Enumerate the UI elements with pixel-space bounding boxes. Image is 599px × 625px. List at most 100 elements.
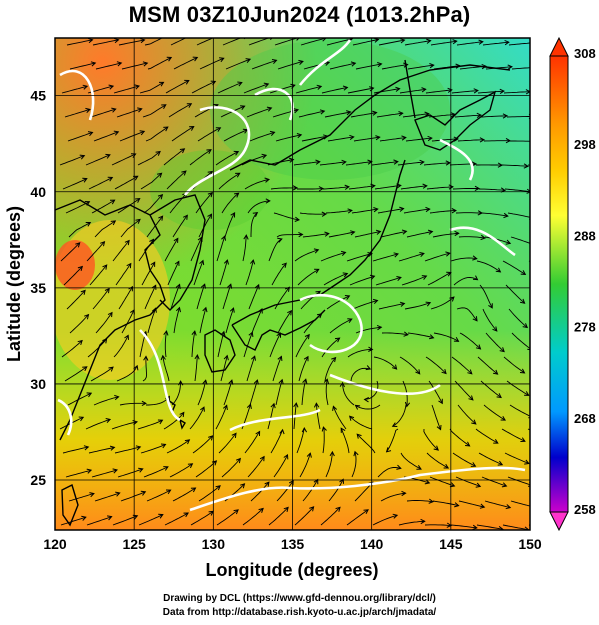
streamline-arrowhead: [158, 215, 164, 221]
streamline-arrowhead: [110, 220, 117, 226]
streamline: [479, 284, 493, 308]
streamline: [528, 524, 530, 526]
streamline: [169, 463, 193, 478]
streamline: [399, 88, 426, 94]
streamline-arrowhead: [250, 355, 256, 361]
streamline: [89, 264, 108, 286]
streamline: [140, 172, 162, 190]
streamline: [371, 161, 398, 166]
streamline: [222, 284, 232, 310]
streamline-arrowhead: [77, 339, 83, 346]
streamline-arrowhead: [107, 311, 113, 318]
streamline: [400, 452, 422, 470]
streamline: [346, 253, 373, 262]
streamline: [272, 356, 282, 382]
streamline: [322, 186, 349, 190]
streamline-arrowhead: [396, 183, 402, 189]
streamline: [353, 136, 380, 142]
streamline: [329, 318, 352, 334]
streamline: [326, 38, 353, 46]
streamline: [407, 332, 434, 339]
streamline: [197, 380, 207, 406]
x-axis-title: Longitude (degrees): [205, 560, 378, 580]
streamline-arrowhead: [163, 330, 169, 336]
streamline: [295, 334, 310, 358]
streamline: [247, 456, 265, 478]
streamline: [502, 524, 529, 530]
lat-tick-labels: 25 30 35 40 45: [30, 88, 46, 488]
streamline: [406, 500, 433, 503]
streamline: [59, 155, 85, 166]
streamline: [88, 446, 115, 454]
streamline: [328, 479, 344, 502]
streamline: [170, 284, 181, 310]
lon-tick-label: 125: [122, 536, 146, 552]
streamline: [67, 131, 93, 142]
streamline: [271, 263, 287, 286]
streamline-arrowhead: [368, 346, 374, 352]
streamline-arrowhead: [346, 110, 352, 116]
streamline: [329, 62, 356, 70]
streamline-arrowhead: [369, 86, 375, 92]
streamline: [215, 151, 239, 166]
streamline-arrowhead: [445, 160, 451, 166]
streamline-arrowhead: [179, 411, 185, 418]
isotherms: [57, 39, 526, 512]
streamline: [355, 63, 382, 70]
streamline-arrowhead: [139, 130, 146, 136]
streamline-arrowhead: [277, 355, 283, 361]
streamline-arrowhead: [342, 272, 349, 278]
streamline: [219, 259, 228, 286]
colorbar-label: 308: [574, 46, 596, 61]
streamline-arrowhead: [271, 59, 278, 65]
streamline-arrowhead: [133, 364, 139, 371]
streamline: [402, 113, 429, 118]
streamline: [114, 446, 141, 454]
streamline: [274, 287, 290, 310]
y-axis-title: Latitude (degrees): [4, 206, 24, 362]
streamline: [293, 161, 320, 166]
streamline: [221, 192, 239, 214]
streamline-arrowhead: [253, 379, 259, 385]
streamline: [117, 468, 143, 478]
streamline-arrowhead: [396, 276, 402, 282]
streamline-arrowhead: [339, 478, 344, 484]
streamline-arrowhead: [403, 331, 409, 337]
streamline: [118, 286, 133, 310]
streamline-arrowhead: [375, 229, 382, 235]
streamline-arrowhead: [454, 502, 460, 508]
streamline: [251, 308, 263, 334]
streamline-arrowhead: [453, 337, 460, 342]
streamline-arrowhead: [194, 354, 200, 360]
streamline-arrowhead: [138, 467, 144, 473]
streamline: [453, 277, 478, 286]
streamline-arrowhead: [206, 149, 212, 154]
streamline-arrowhead: [419, 252, 425, 258]
streamline-arrowhead: [334, 337, 341, 343]
streamline-arrowhead: [298, 59, 304, 65]
streamline: [502, 260, 526, 275]
streamline-arrowhead: [524, 459, 530, 465]
streamline-arrowhead: [301, 427, 308, 433]
streamline: [457, 404, 477, 425]
streamline-arrowhead: [223, 354, 229, 361]
streamline: [65, 469, 92, 478]
streamline: [485, 66, 512, 70]
streamline: [423, 162, 450, 166]
streamline: [173, 56, 198, 70]
streamline-arrowhead: [376, 324, 383, 331]
streamline-arrowhead: [396, 464, 402, 470]
streamline-arrowhead: [399, 206, 405, 212]
streamline: [118, 39, 145, 46]
streamline: [90, 366, 114, 382]
streamline: [112, 240, 130, 262]
streamline-arrowhead: [350, 61, 357, 67]
streamline: [225, 307, 234, 334]
streamline-arrowhead: [215, 127, 222, 132]
streamline: [297, 269, 319, 286]
streamline: [294, 249, 319, 262]
streamline: [166, 439, 190, 454]
streamline-arrowhead: [202, 379, 208, 385]
streamline: [65, 201, 90, 214]
streamline-arrowhead: [472, 275, 479, 281]
